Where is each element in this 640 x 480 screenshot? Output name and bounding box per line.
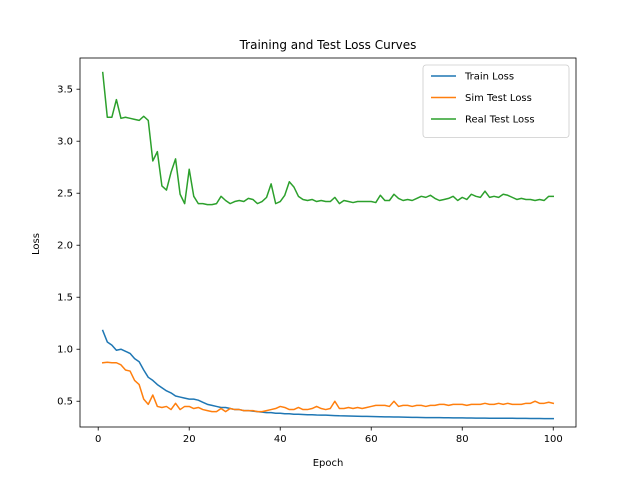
y-tick-label: 0.5: [57, 397, 73, 408]
series-line-2: [101, 71, 554, 206]
plot-area: [79, 57, 577, 428]
x-tick-label: 20: [183, 434, 196, 445]
legend: Train Loss Sim Test Loss Real Test Loss: [422, 64, 570, 138]
x-axis-ticks: 0 20 40 60 80 100: [95, 427, 563, 445]
series-layer: [101, 71, 555, 420]
legend-label-1: Sim Test Loss: [465, 93, 532, 104]
y-tick-label: 3.5: [57, 85, 73, 96]
series-line-0: [101, 329, 554, 420]
legend-box: [422, 64, 570, 138]
x-tick-label: 100: [544, 434, 563, 445]
x-tick-label: 60: [365, 434, 378, 445]
legend-label-0: Train Loss: [464, 72, 514, 83]
y-tick-label: 1.5: [57, 293, 73, 304]
plot-frame: [79, 57, 577, 428]
y-axis-label: Loss: [31, 233, 42, 255]
y-tick-label: 1.0: [57, 345, 73, 356]
x-tick-label: 80: [456, 434, 469, 445]
x-tick-label: 40: [274, 434, 287, 445]
chart-title: Training and Test Loss Curves: [239, 38, 417, 52]
x-tick-label: 0: [95, 434, 101, 445]
y-axis-ticks: 0.5 1.0 1.5 2.0 2.5 3.0 3.5: [57, 85, 80, 408]
y-tick-label: 3.0: [57, 137, 73, 148]
x-axis-label: Epoch: [313, 458, 344, 469]
legend-label-2: Real Test Loss: [465, 115, 535, 126]
y-tick-label: 2.5: [57, 189, 73, 200]
y-tick-label: 2.0: [57, 241, 73, 252]
series-line-1: [101, 361, 555, 413]
